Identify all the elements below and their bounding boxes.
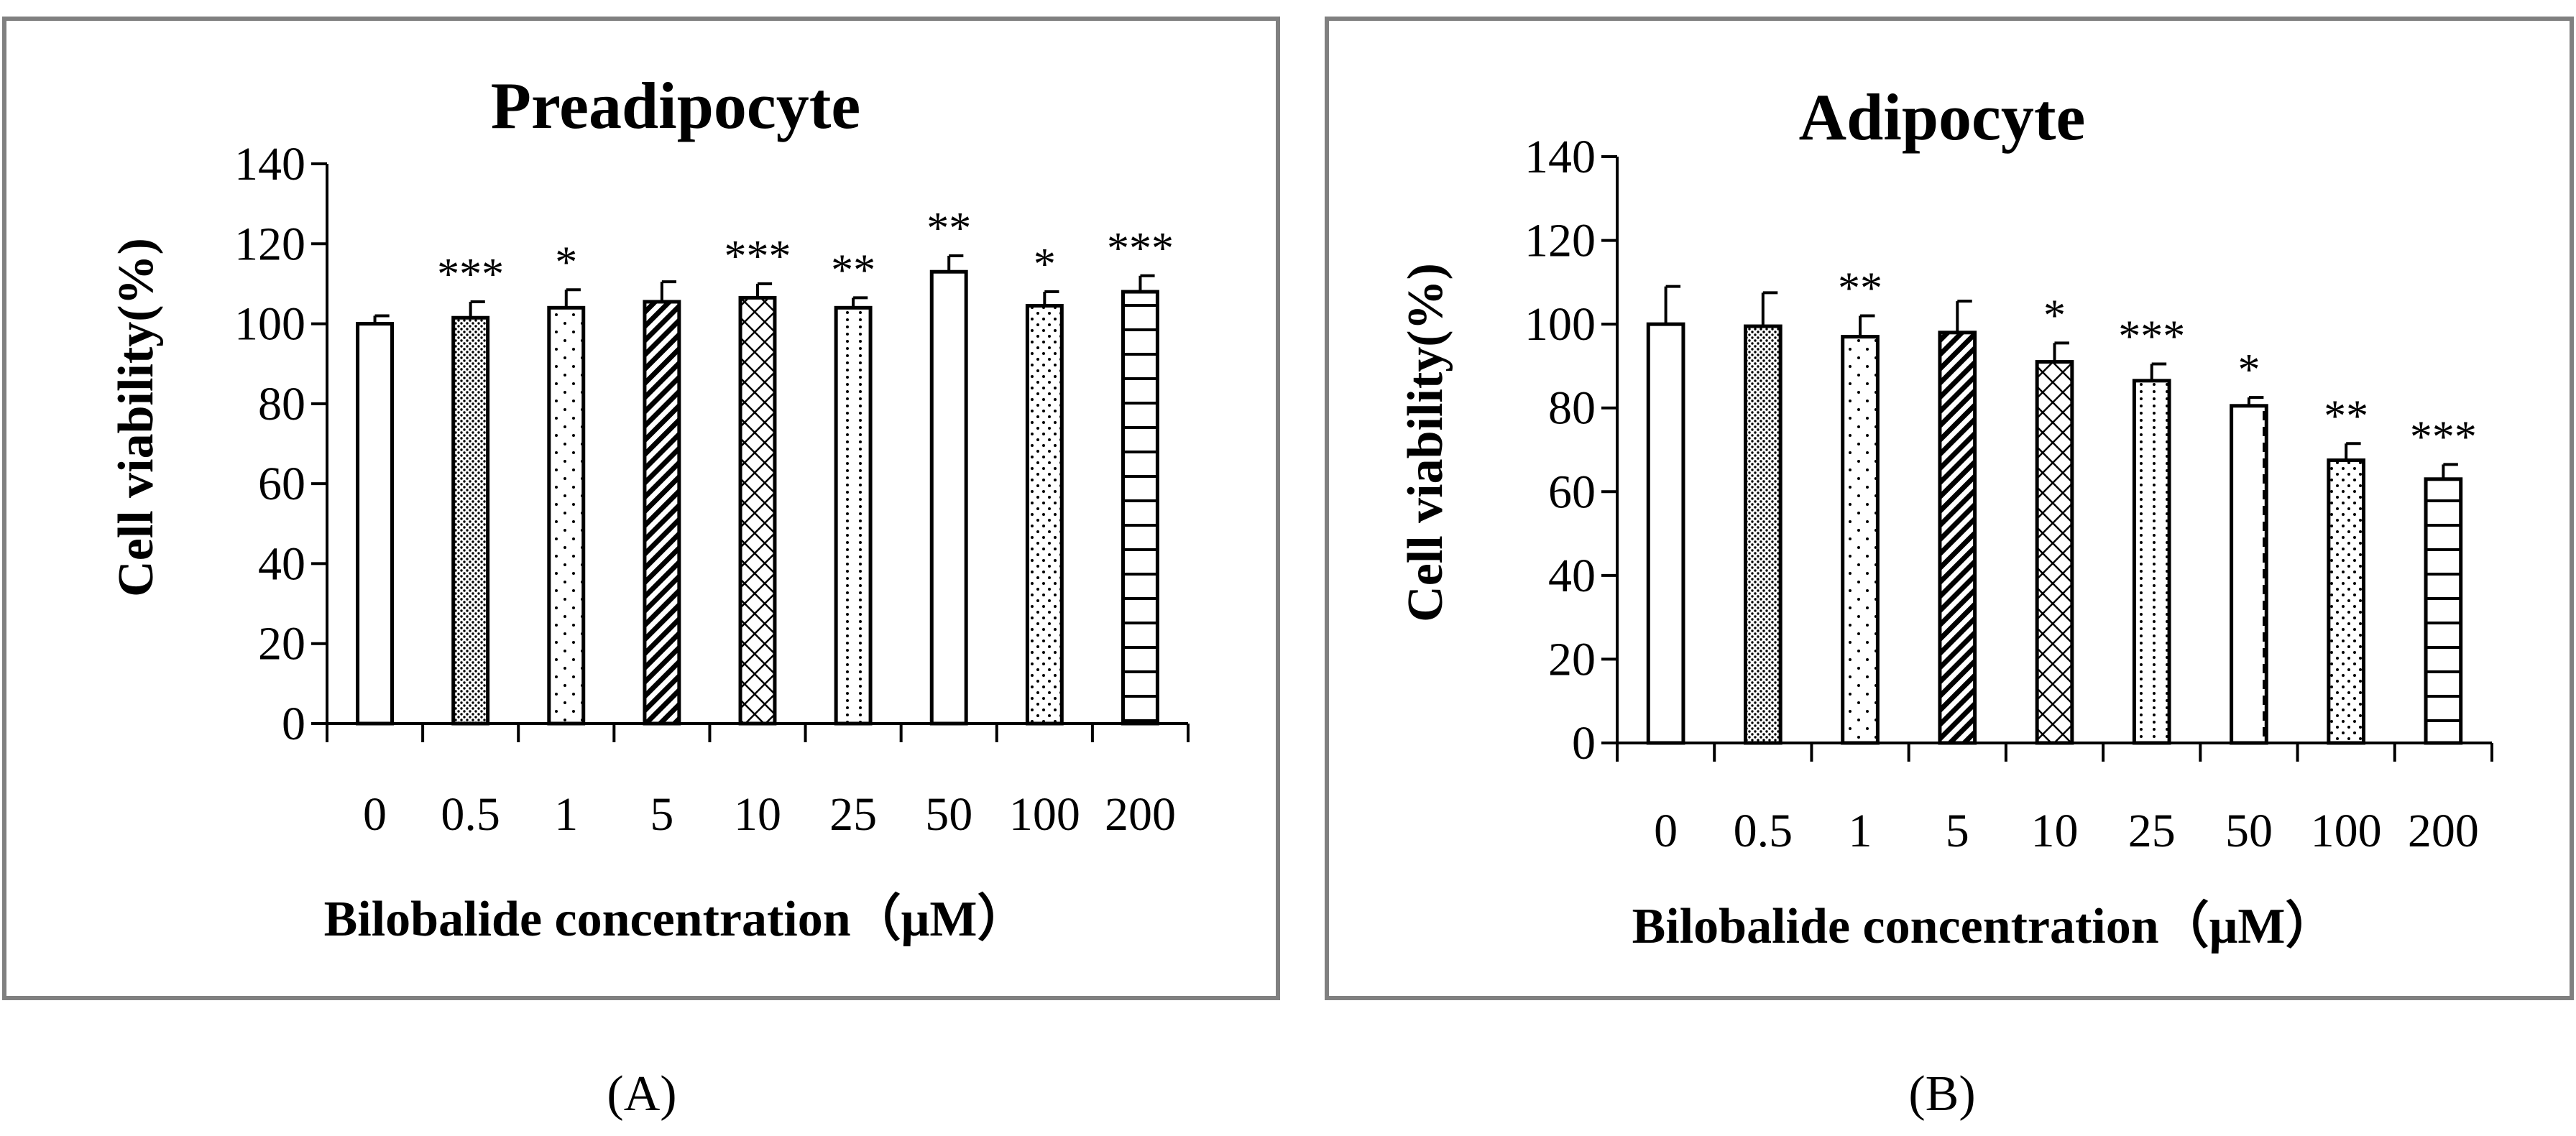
panel-b-bar-50 [2230,404,2268,745]
panel-a-bar-5 [643,300,681,726]
panel-b-y-tick-label: 80 [1548,382,1596,435]
panel-b-bar-1 [1841,335,1880,745]
panel-a-x-tick-label: 1 [554,788,578,841]
panel-b-y-tick-label: 40 [1548,550,1596,602]
panel-a-y-tick-label: 140 [234,138,305,190]
panel-b: Adipocyte Cell viability(%) Bilobalide c… [1325,17,2574,1000]
panel-b-y-tick-label: 0 [1572,717,1596,770]
panel-b-bar-100 [2327,458,2366,745]
panel-a-bar-1 [547,305,586,726]
panel-a-y-tick-label: 40 [258,537,305,590]
panel-a-significance-label: ** [926,204,971,253]
panel-a-y-tick-label: 80 [258,378,305,430]
panel-a-significance-label: *** [437,250,504,299]
panel-b-bar-5 [1938,331,1977,745]
panel-b-bar-25 [2132,379,2171,745]
panel-b-significance-label: *** [2118,313,2185,361]
panel-a-x-tick-label: 100 [1009,788,1080,841]
panel-a-significance-label: * [555,238,577,287]
panel-a-x-axis-label: Bilobalide concentration（μM） [324,891,1028,947]
panel-b-significance-label: * [2043,291,2066,340]
panel-a-significance-label: ** [831,246,875,295]
panel-b-y-tick-label: 20 [1548,633,1596,685]
panel-b-x-axis-label: Bilobalide concentration（μM） [1632,898,2336,954]
panel-a-x-tick-label: 0.5 [441,788,500,841]
panel-a-y-tick-label: 100 [234,298,305,351]
panel-a-bar-0.5 [451,315,490,726]
panel-b-bar-200 [2424,477,2463,745]
panel-a-significance-label: *** [724,232,791,281]
panel-b-significance-label: *** [2410,412,2477,461]
panel-a-x-tick-label: 0 [363,788,387,841]
panel-b-x-tick-label: 50 [2225,805,2273,857]
panel-a-title: Preadipocyte [491,69,860,142]
panel-b-x-tick-label: 100 [2311,805,2382,857]
panel-a-y-tick-label: 20 [258,618,305,670]
panel-b-significance-label: ** [1838,264,1882,313]
panel-b-bar-10 [2035,360,2074,745]
panel-a-significance-label: * [1034,240,1056,289]
panel-a-bar-50 [929,269,968,726]
panel-a-plot-area: 0 20 40 60 80 100 120 140 0 *** 0.5 * 1 5 *** 10 ** 25 ** 5… [234,138,1190,841]
panel-b-label: (B) [1908,1066,1975,1122]
panel-b-significance-label: ** [2324,392,2368,440]
panel-b-y-tick-label: 120 [1524,215,1596,267]
panel-b-bar-0.5 [1743,324,1782,745]
panel-b-x-tick-label: 5 [1946,805,1969,857]
panel-a-significance-label: *** [1107,224,1174,273]
panel-a-frame [2,17,1280,1000]
panel-b-x-tick-label: 0 [1654,805,1678,857]
panel-a-label: (A) [607,1066,676,1122]
panel-b-y-axis-label: Cell viability(%) [1398,263,1453,622]
panel-b-x-tick-label: 0.5 [1734,805,1793,857]
panel-a-bar-100 [1025,304,1064,726]
panel-a-x-tick-label: 5 [650,788,673,841]
panel-b-title: Adipocyte [1799,80,2086,154]
panel-a-y-tick-label: 120 [234,218,305,270]
panel-b-x-tick-label: 1 [1849,805,1872,857]
panel-a-x-tick-label: 25 [829,788,877,841]
panel-b-x-tick-label: 200 [2408,805,2479,857]
panel-a-y-tick-label: 60 [258,458,305,510]
panel-b-frame [1325,17,2574,1000]
panel-b-plot-area: 0 20 40 60 80 100 120 140 0 0.5 ** 1 5 * 10 *** 25 * 50 ** 1… [1524,131,2493,857]
panel-a-x-tick-label: 50 [925,788,972,841]
panel-a-x-tick-label: 200 [1105,788,1176,841]
panel-a: Preadipocyte Cell viability(%) Bilobalid… [2,17,1280,1000]
panel-b-y-tick-label: 100 [1524,298,1596,351]
panel-a-x-tick-label: 10 [734,788,781,841]
panel-a-bar-200 [1121,290,1159,726]
panel-b-bar-0 [1646,322,1685,745]
panel-b-significance-label: * [2237,346,2260,394]
panel-a-bar-10 [738,295,777,726]
panel-b-y-tick-label: 60 [1548,466,1596,518]
panel-b-x-tick-label: 25 [2128,805,2176,857]
panel-a-bar-25 [834,305,873,726]
panel-a-y-tick-label: 0 [282,698,305,750]
panel-b-y-tick-label: 140 [1524,131,1596,183]
panel-b-x-tick-label: 10 [2031,805,2079,857]
panel-a-y-axis-label: Cell viability(%) [109,238,164,597]
panel-a-bar-0 [356,322,395,726]
